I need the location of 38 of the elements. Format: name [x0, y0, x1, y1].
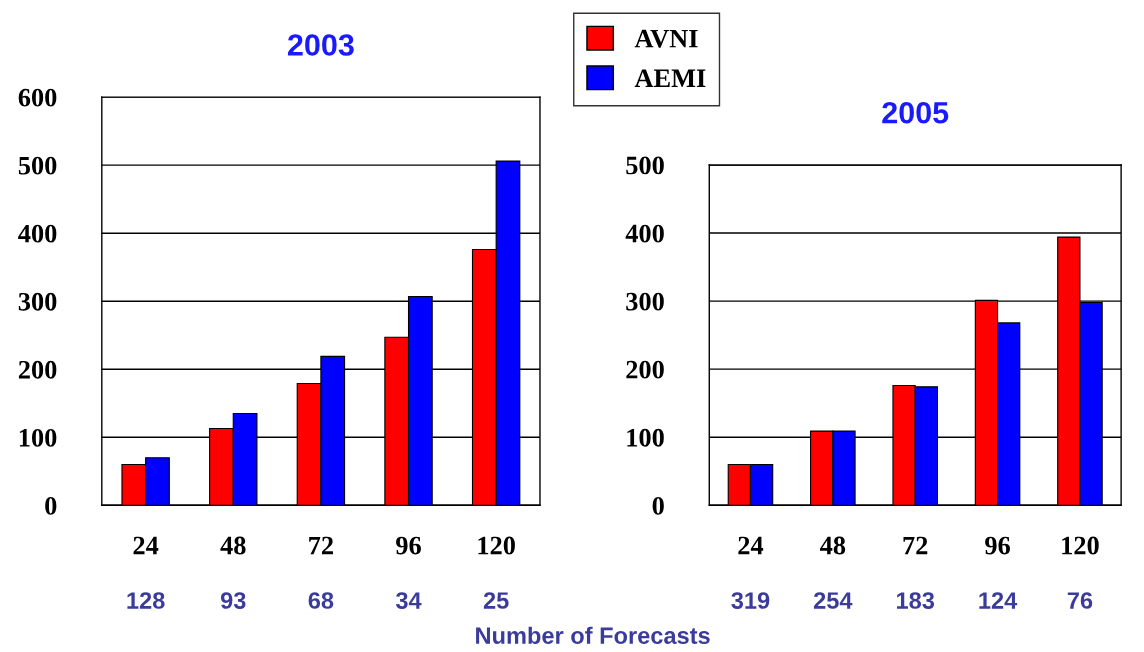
x-tick-label: 96 — [396, 536, 421, 555]
y-tick-label: 400 — [18, 224, 57, 243]
legend-label: AVNI — [634, 29, 698, 48]
chart-title: 2003 — [287, 34, 354, 56]
y-tick-label: 400 — [625, 224, 664, 243]
text: 183 — [896, 592, 935, 609]
text: 124 — [979, 592, 1018, 609]
y-tick-label: 600 — [18, 88, 57, 107]
text: 93 — [220, 592, 246, 609]
legend-label: AEMI — [634, 69, 706, 87]
x-tick-label: 120 — [1062, 536, 1099, 555]
x-axis-title: Number of Forecasts — [476, 626, 710, 644]
text: 25 — [483, 592, 509, 609]
x-tick-label: 72 — [309, 536, 333, 555]
text: 68 — [308, 592, 334, 609]
y-tick-label: 100 — [19, 428, 57, 447]
y-tick-label: 300 — [626, 292, 664, 311]
x-tick-label: 24 — [738, 536, 764, 555]
y-tick-label: 500 — [18, 156, 57, 175]
text: 319 — [731, 592, 770, 609]
x-tick-label: 48 — [820, 536, 846, 555]
y-tick-label: 200 — [18, 360, 57, 379]
x-tick-label: 48 — [220, 536, 246, 555]
y-tick-label: 200 — [626, 360, 664, 379]
x-tick-label: 72 — [903, 536, 928, 555]
x-tick-label: 120 — [478, 536, 515, 555]
y-tick-label: 500 — [626, 156, 664, 175]
text: 34 — [395, 592, 422, 609]
y-tick-label: 0 — [652, 496, 664, 515]
text: 254 — [813, 592, 853, 609]
y-tick-label: 0 — [45, 496, 57, 515]
x-tick-label: 24 — [133, 536, 159, 555]
text: 128 — [127, 592, 165, 609]
y-tick-label: 300 — [18, 292, 57, 311]
y-tick-label: 100 — [627, 428, 664, 447]
x-tick-label: 96 — [985, 536, 1010, 555]
text: 76 — [1067, 592, 1093, 609]
chart-title: 2005 — [882, 101, 949, 124]
